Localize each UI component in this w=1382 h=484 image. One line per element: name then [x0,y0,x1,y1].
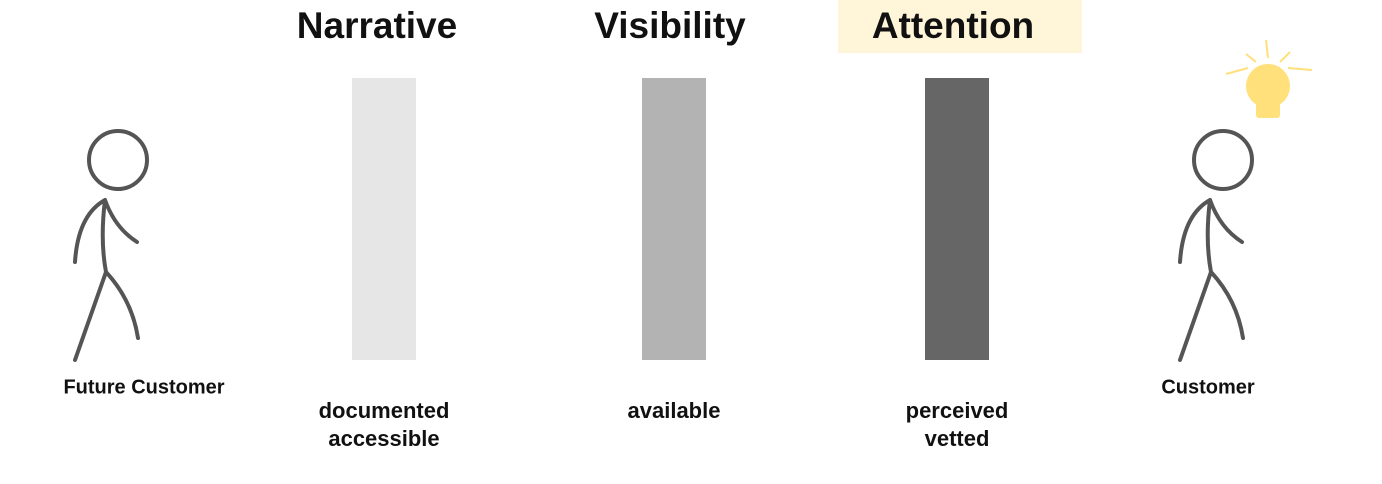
stage-description: accessible [328,426,439,451]
stage-description: documented [319,398,450,423]
stage-bar [925,78,989,360]
stage-title: Attention [872,5,1034,46]
stage-description: vetted [925,426,990,451]
stick-figure [1178,129,1254,362]
stage-bar [352,78,416,360]
highlight [838,0,1082,53]
figure-label: Customer [1161,376,1255,398]
light-bulb [1225,39,1313,118]
stage-bar [642,78,706,360]
figure-label: Future Customer [63,376,224,398]
stage-title: Visibility [594,5,746,46]
stage-title: Narrative [297,5,457,46]
stage-description: available [628,398,721,423]
stage-description: perceived [906,398,1009,423]
stick-figure [73,129,149,362]
